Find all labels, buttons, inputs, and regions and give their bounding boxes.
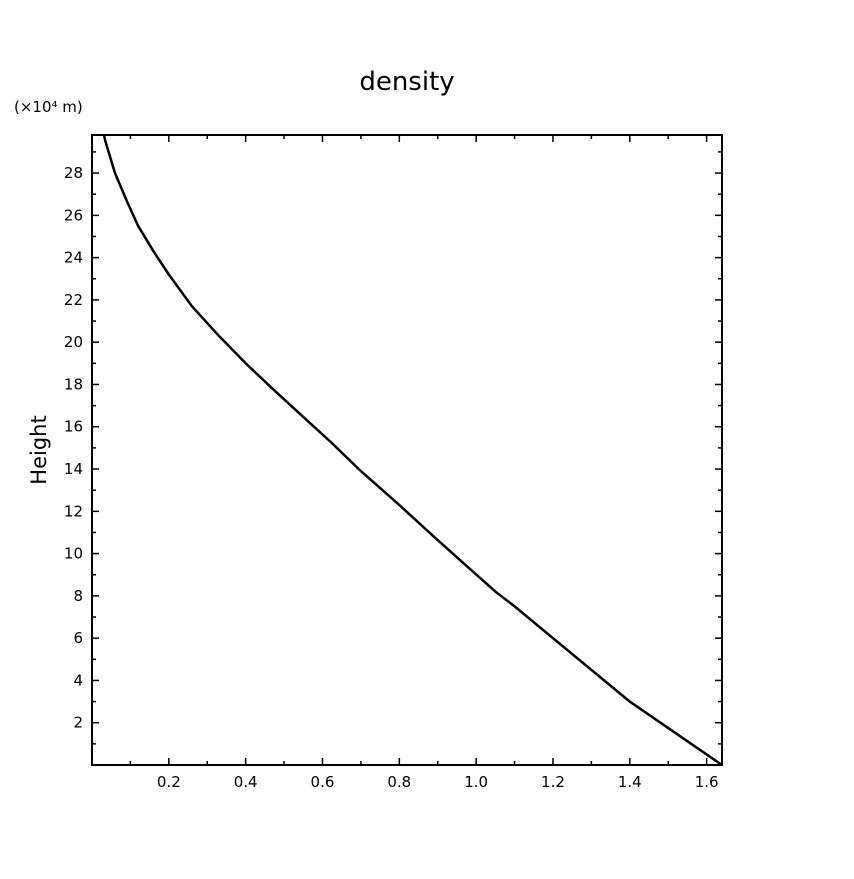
series-line-0 xyxy=(102,135,722,765)
y-tick-label: 24 xyxy=(64,249,83,267)
x-tick-label: 1.4 xyxy=(618,773,642,791)
y-tick-label: 12 xyxy=(64,502,83,520)
y-tick-label: 8 xyxy=(73,587,83,605)
y-tick-label: 16 xyxy=(64,418,83,436)
x-tick-label: 0.6 xyxy=(311,773,335,791)
y-axis-unit: (×10⁴ m) xyxy=(14,98,83,116)
x-tick-label: 0.4 xyxy=(234,773,258,791)
x-tick-labels: 0.2 0.4 0.6 0.8 1.0 1.2 1.4 1.6 xyxy=(157,773,719,791)
y-tick-label: 4 xyxy=(73,671,83,689)
y-tick-label: 2 xyxy=(73,714,83,732)
y-tick-label: 28 xyxy=(64,164,83,182)
y-tick-label: 14 xyxy=(64,460,83,478)
y-tick-label: 22 xyxy=(64,291,83,309)
tick-marks xyxy=(92,135,722,765)
y-tick-label: 20 xyxy=(64,333,83,351)
y-tick-label: 18 xyxy=(64,375,83,393)
x-tick-label: 1.2 xyxy=(541,773,565,791)
y-tick-label: 6 xyxy=(73,629,83,647)
y-tick-label: 26 xyxy=(64,206,83,224)
chart-title: density xyxy=(359,67,454,97)
x-tick-label: 0.2 xyxy=(157,773,181,791)
y-tick-label: 10 xyxy=(64,545,83,563)
y-axis-label: Height xyxy=(27,415,51,484)
series-layer xyxy=(102,135,722,765)
x-tick-label: 1.0 xyxy=(464,773,488,791)
x-tick-label: 0.8 xyxy=(387,773,411,791)
plot-frame xyxy=(91,134,723,766)
x-tick-label: 1.6 xyxy=(695,773,719,791)
